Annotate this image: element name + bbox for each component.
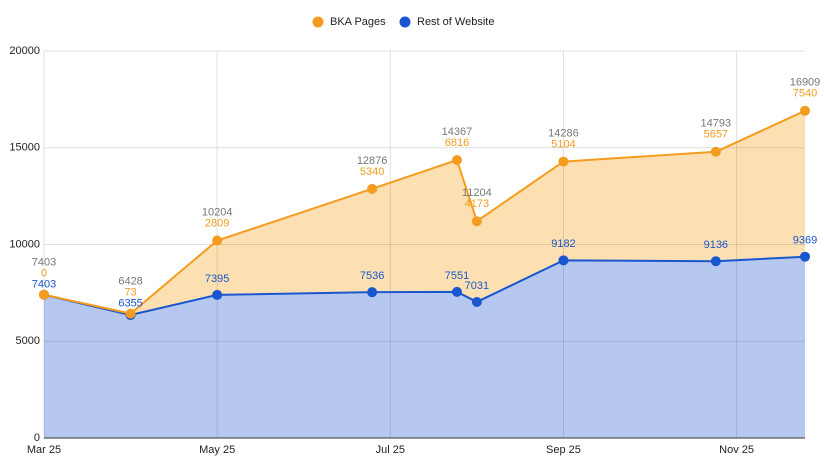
total-label: 6428 [118, 276, 142, 288]
total-label: 12876 [357, 155, 388, 167]
data-label: 7551 [445, 270, 469, 282]
legend-marker [399, 16, 411, 28]
legend-label: BKA Pages [330, 16, 386, 28]
point [558, 156, 569, 167]
total-label: 16909 [790, 77, 821, 89]
point [800, 105, 810, 116]
point [710, 256, 721, 267]
point [367, 287, 378, 298]
y-tick-label: 0 [34, 432, 40, 444]
data-label: 7536 [360, 270, 384, 282]
point [800, 251, 810, 262]
data-label: 9182 [551, 238, 575, 250]
point [471, 296, 482, 307]
y-tick-label: 10000 [9, 238, 40, 250]
data-label: 6816 [445, 137, 469, 149]
x-tick-label: Nov 25 [719, 444, 754, 456]
point [710, 146, 721, 157]
data-label: 7403 [32, 279, 56, 291]
data-label: 7395 [205, 273, 229, 285]
total-label: 14367 [442, 126, 473, 138]
total-label: 14793 [701, 118, 732, 130]
point [212, 235, 223, 246]
point [125, 308, 136, 319]
data-label: 73 [124, 287, 136, 299]
area [44, 256, 805, 438]
x-tick-label: Jul 25 [376, 444, 405, 456]
y-tick-label: 5000 [16, 335, 40, 347]
data-label: 5104 [551, 138, 575, 150]
y-tick-label: 20000 [9, 45, 40, 57]
point [212, 289, 223, 300]
point [471, 216, 482, 227]
legend-label: Rest of Website [417, 16, 494, 28]
point [558, 255, 569, 266]
x-tick-label: Mar 25 [27, 444, 61, 456]
total-label: 11204 [462, 187, 492, 199]
data-label: 5340 [360, 166, 384, 178]
point [39, 289, 49, 300]
total-label: 7403 [32, 257, 56, 269]
x-tick-label: May 25 [199, 444, 235, 456]
data-label: 6355 [118, 298, 142, 310]
point [451, 154, 462, 165]
point [367, 183, 378, 194]
total-label: 10204 [202, 206, 233, 218]
legend-marker [312, 16, 324, 28]
total-label: 14286 [548, 127, 579, 139]
data-label: 7540 [793, 88, 817, 100]
data-label: 2809 [205, 217, 229, 229]
y-tick-label: 15000 [9, 142, 40, 154]
x-tick-label: Sep 25 [546, 444, 581, 456]
data-label: 7031 [465, 280, 489, 292]
data-label: 0 [41, 268, 47, 280]
area [44, 110, 805, 316]
data-label: 9369 [793, 235, 817, 247]
data-label: 5657 [704, 129, 728, 141]
point [451, 286, 462, 297]
data-label: 4173 [465, 198, 489, 210]
data-label: 9136 [704, 239, 728, 251]
